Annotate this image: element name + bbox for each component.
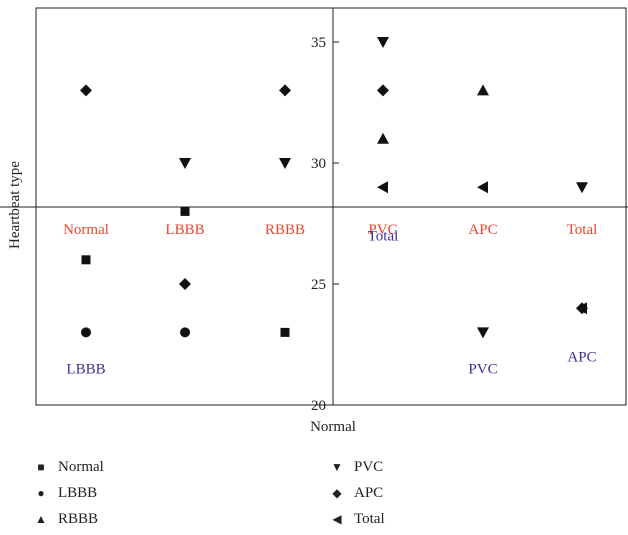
y-tick-label: 25 xyxy=(311,277,326,293)
point-pvc-total xyxy=(576,182,588,194)
quadrant-label-lbbb: LBBB xyxy=(66,362,105,378)
quadrant-label-pvc: PVC xyxy=(468,362,497,378)
category-label-normal: Normal xyxy=(63,222,109,238)
scatter-chart: 20253035404550 NormalLBBBRBBBPVCAPCTotal… xyxy=(0,7,628,435)
point-rbbb-apc xyxy=(477,84,489,96)
point-pvc-lbbb xyxy=(179,158,191,169)
point-normal-rbbb xyxy=(280,327,290,337)
legend-item-lbbb: ● LBBB xyxy=(34,485,97,502)
legend-item-normal: ■ Normal xyxy=(34,459,103,476)
legend-item-apc: ◆ APC xyxy=(330,485,383,502)
quadrant-label-total: Total xyxy=(368,229,399,245)
y-axis-ticks: 20253035404550 xyxy=(311,35,339,414)
triangle-left-icon: ◀ xyxy=(332,512,342,526)
legend-item-rbbb: ▲ RBBB xyxy=(35,511,99,527)
point-apc-normal xyxy=(80,84,92,97)
y-axis-label: Heartbeat type xyxy=(7,161,23,249)
point-total-pvc xyxy=(377,181,388,194)
point-pvc-pvc xyxy=(377,37,389,48)
point-normal-lbbb xyxy=(180,206,190,216)
quadrant-labels: NormalRBBBTotalLBBBPVCAPC xyxy=(66,229,596,378)
circle-icon: ● xyxy=(37,486,45,500)
category-label-pvc: PVC xyxy=(368,222,397,238)
quadrant-label-apc: APC xyxy=(567,350,596,366)
triangle-down-icon: ▼ xyxy=(331,460,343,474)
data-points xyxy=(80,37,588,339)
diamond-icon: ◆ xyxy=(332,486,342,500)
point-apc-rbbb xyxy=(279,84,291,97)
legend: ■ Normal ● LBBB ▲ RBBB ▼ PVC ◆ APC ◀ Total xyxy=(0,455,628,535)
y-tick-label: 35 xyxy=(311,35,326,51)
point-apc-pvc xyxy=(377,84,389,97)
point-lbbb-normal xyxy=(81,327,91,338)
point-pvc-rbbb xyxy=(279,158,291,169)
category-label-total: Total xyxy=(567,222,598,238)
square-icon: ■ xyxy=(37,460,45,474)
category-label-rbbb: RBBB xyxy=(265,222,305,238)
category-label-apc: APC xyxy=(468,222,497,238)
category-labels: Normal LBBB RBBB PVC APC Total xyxy=(63,222,597,238)
y-tick-label: 20 xyxy=(311,398,326,414)
point-total-apc xyxy=(477,181,488,194)
y-tick-label: 30 xyxy=(311,156,326,172)
point-apc-lbbb xyxy=(179,278,191,290)
triangle-up-icon: ▲ xyxy=(35,512,47,526)
legend-item-total: ◀ Total xyxy=(330,511,384,528)
legend-item-pvc: ▼ PVC xyxy=(331,459,384,475)
point-normal-normal xyxy=(81,255,91,265)
point-pvc-apc xyxy=(477,327,489,339)
point-total-total xyxy=(576,302,587,315)
point-lbbb-lbbb xyxy=(180,327,190,338)
category-label-lbbb: LBBB xyxy=(165,222,204,238)
x-axis-label: Normal xyxy=(310,419,356,435)
point-rbbb-pvc xyxy=(377,132,389,144)
